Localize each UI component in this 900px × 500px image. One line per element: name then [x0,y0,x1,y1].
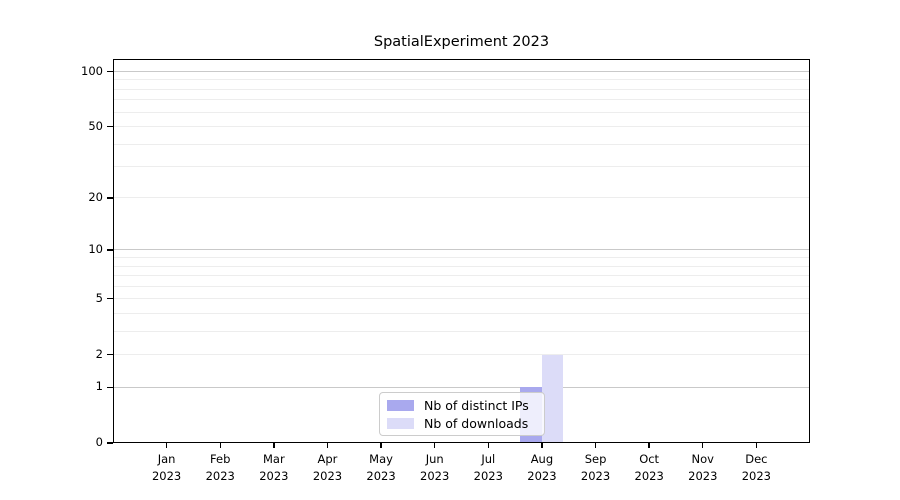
gridline-minor [113,257,810,259]
x-tick-label: Oct 2023 [634,452,664,483]
gridline-minor [113,99,810,101]
x-tick-mark [326,443,329,448]
y-tick-label: 2 [95,346,103,361]
gridline-minor [113,111,810,113]
legend-label-downloads: Nb of downloads [424,415,529,431]
x-tick-label: Dec 2023 [741,452,772,483]
legend-label-distinct-ips: Nb of distinct IPs [424,397,529,413]
x-tick-label: Feb 2023 [205,452,235,483]
gridline-minor [113,275,810,277]
y-tick-mark [107,386,113,388]
legend-item-downloads: Nb of downloads [387,416,537,431]
x-tick-mark [541,443,543,448]
gridline-minor [113,354,810,356]
x-tick-mark [648,443,650,448]
x-tick-mark [433,443,436,448]
gridline-minor [113,88,810,90]
x-tick-mark [273,443,275,448]
gridline-major [113,70,810,72]
x-tick-label: Jun 2023 [420,452,450,483]
legend-item-distinct-ips: Nb of distinct IPs [387,398,537,413]
x-tick-label: Sep 2023 [580,452,611,483]
gridline-minor [113,197,810,199]
y-tick-label: 0 [95,435,103,449]
y-tick-mark [107,197,113,199]
x-tick-label: Jan 2023 [151,452,182,483]
x-tick-label: Mar 2023 [259,452,289,483]
x-tick-label: May 2023 [366,452,396,483]
y-tick-label: 20 [88,189,103,204]
y-tick-label: 50 [88,118,103,133]
gridline-minor [113,330,810,332]
gridline-minor [113,265,810,267]
gridline-major [113,249,810,251]
bar-downloads [541,354,564,443]
gridline-minor [113,285,810,287]
x-tick-mark [594,443,597,448]
gridline-minor [113,126,810,128]
x-tick-mark [165,443,168,448]
y-tick-mark [107,125,113,128]
y-tick-label: 5 [95,290,103,305]
x-tick-label: Jul 2023 [473,452,503,483]
gridline-minor [113,298,810,300]
x-tick-label: Apr 2023 [312,452,343,483]
y-tick-mark [107,249,113,251]
x-tick-mark [487,443,489,448]
y-tick-mark [107,70,113,73]
legend-swatch-downloads-icon [387,417,414,429]
chart-title: SpatialExperiment 2023 [373,34,550,50]
gridline-minor [113,166,810,168]
x-tick-mark [380,443,382,448]
plot-area [113,59,810,443]
legend: Nb of distinct IPs Nb of downloads [379,392,545,436]
y-tick-label: 1 [95,379,103,394]
gridline-minor [113,143,810,145]
y-tick-mark [107,353,113,356]
y-tick-label: 100 [81,63,103,78]
x-tick-mark [219,443,221,448]
gridline-major [113,386,810,388]
x-tick-mark [702,443,704,448]
legend-swatch-distinct-ips-icon [387,399,414,411]
x-tick-label: Nov 2023 [688,452,718,483]
y-tick-mark [107,442,113,444]
x-tick-mark [755,443,758,448]
x-tick-label: Aug 2023 [527,452,557,483]
y-tick-label: 10 [88,241,103,256]
gridline-minor [113,312,810,314]
gridline-minor [113,79,810,81]
y-tick-mark [107,298,113,300]
